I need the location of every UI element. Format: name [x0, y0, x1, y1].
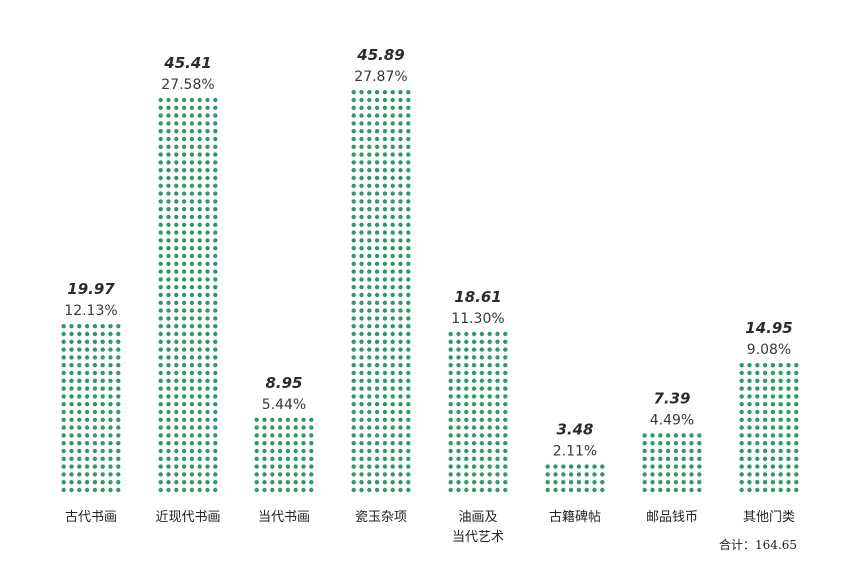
- value-label: 8.95: [265, 374, 302, 392]
- category-label: 当代书画: [258, 510, 310, 525]
- percent-label: 11.30%: [451, 311, 504, 327]
- total-label: 合计：164.65: [719, 537, 797, 552]
- category-label: 当代艺术: [452, 530, 504, 545]
- bar-4: [351, 90, 411, 493]
- value-label: 14.95: [745, 319, 792, 337]
- bar-3: [254, 417, 314, 493]
- bar-6: [545, 464, 605, 493]
- value-label: 19.97: [67, 280, 115, 298]
- category-label: 瓷玉杂项: [355, 510, 407, 525]
- bars-layer: [61, 90, 799, 493]
- labels-layer: 19.97 12.13% 古代书画 45.41 27.58% 近现代书画 8.95 5.44%…: [64, 46, 795, 545]
- bar-7: [642, 433, 702, 493]
- category-label: 近现代书画: [155, 510, 220, 525]
- percent-label: 27.58%: [161, 77, 214, 93]
- value-label: 45.89: [356, 46, 404, 64]
- value-label: 45.41: [163, 54, 211, 72]
- value-label: 7.39: [653, 389, 690, 407]
- value-label: 3.48: [556, 421, 593, 439]
- bar-1: [61, 324, 121, 493]
- percent-label: 27.87%: [354, 69, 407, 85]
- bar-8: [739, 363, 799, 493]
- category-label: 古籍碑帖: [549, 509, 601, 525]
- bar-2: [158, 97, 218, 493]
- category-label: 古代书画: [65, 510, 117, 525]
- percent-label: 4.49%: [650, 412, 694, 428]
- percent-label: 2.11%: [553, 444, 597, 460]
- category-label: 油画及: [458, 510, 497, 525]
- value-label: 18.61: [454, 288, 501, 306]
- bar-5: [448, 331, 508, 493]
- category-label: 其他门类: [743, 510, 795, 525]
- percent-label: 12.13%: [64, 303, 117, 319]
- category-label: 邮品钱币: [646, 510, 698, 525]
- percent-label: 5.44%: [262, 397, 306, 413]
- percent-label: 9.08%: [747, 342, 791, 358]
